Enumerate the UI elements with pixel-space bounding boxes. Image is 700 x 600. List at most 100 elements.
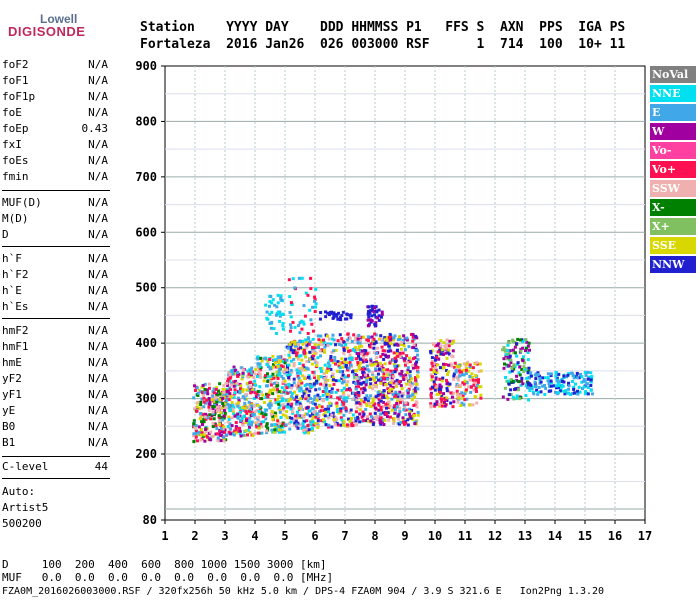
echo-point — [373, 411, 377, 415]
echo-point — [266, 375, 270, 379]
echo-point — [376, 390, 380, 394]
echo-point — [504, 375, 508, 379]
param-value: N/A — [88, 58, 108, 71]
echo-point — [540, 376, 544, 380]
echo-point — [241, 375, 245, 379]
echo-point — [387, 389, 391, 393]
echo-point — [434, 368, 438, 372]
echo-point — [361, 381, 365, 385]
echo-point — [415, 353, 419, 357]
echo-point — [227, 370, 231, 374]
echo-point — [381, 352, 385, 356]
echo-point — [326, 342, 330, 346]
echo-point — [313, 343, 317, 347]
echo-point — [435, 392, 439, 396]
echo-point — [502, 357, 506, 361]
echo-point — [346, 374, 350, 378]
echo-point — [322, 383, 326, 387]
echo-point — [479, 385, 483, 389]
echo-point — [506, 355, 510, 359]
echo-point — [315, 396, 319, 400]
echo-point — [228, 386, 232, 390]
echo-point — [226, 377, 230, 381]
echo-point — [390, 408, 394, 412]
echo-point — [295, 410, 299, 414]
echo-point — [462, 368, 466, 372]
echo-point — [300, 414, 304, 418]
echo-point — [329, 357, 333, 361]
echo-point — [371, 399, 375, 403]
echo-point — [297, 367, 301, 371]
echo-point — [232, 384, 236, 388]
echo-point — [329, 310, 333, 314]
echo-point — [204, 427, 208, 431]
echo-point — [269, 412, 273, 416]
param-row-clevel: C-level 44 — [2, 460, 108, 476]
echo-point — [415, 405, 419, 409]
echo-point — [468, 403, 472, 407]
echo-point — [355, 392, 359, 396]
echo-point — [330, 387, 334, 391]
echo-point — [229, 427, 233, 431]
echo-point — [301, 422, 305, 426]
echo-point — [392, 362, 396, 366]
echo-point — [288, 342, 292, 346]
echo-point — [544, 386, 548, 390]
echo-point — [464, 388, 468, 392]
echo-point — [221, 430, 225, 434]
echo-point — [402, 339, 406, 343]
x-tick-label: 8 — [371, 529, 378, 543]
echo-point — [302, 365, 306, 369]
echo-point — [398, 372, 402, 376]
echo-point — [194, 432, 198, 436]
echo-point — [568, 392, 572, 396]
echo-point — [247, 422, 251, 426]
echo-point — [237, 414, 241, 418]
echo-point — [313, 309, 317, 313]
param-name: yF1 — [2, 388, 22, 401]
echo-point — [295, 344, 299, 348]
echo-point — [277, 394, 281, 398]
echo-point — [445, 368, 449, 372]
echo-point — [238, 387, 242, 391]
echo-point — [219, 426, 223, 430]
echo-point — [194, 426, 198, 430]
echo-point — [216, 438, 220, 442]
echo-point — [364, 349, 368, 353]
echo-point — [303, 377, 307, 381]
echo-point — [310, 426, 314, 430]
echo-point — [373, 402, 377, 406]
echo-point — [295, 400, 299, 404]
echo-point — [292, 364, 296, 368]
param-name: foF1p — [2, 90, 36, 103]
echo-point — [315, 412, 319, 416]
echo-point — [397, 403, 401, 407]
echo-point — [322, 340, 326, 344]
param-name: MUF(D) — [2, 196, 42, 209]
echo-point — [358, 361, 362, 365]
echo-point — [536, 390, 540, 394]
echo-point — [374, 367, 378, 371]
echo-point — [398, 397, 402, 401]
echo-point — [354, 387, 358, 391]
echo-point — [407, 407, 411, 411]
echo-point — [408, 374, 412, 378]
echo-point — [271, 298, 275, 302]
echo-point — [239, 406, 243, 410]
echo-point — [196, 405, 200, 409]
echo-point — [564, 389, 568, 393]
echo-point — [247, 420, 251, 424]
echo-point — [380, 420, 384, 424]
echo-point — [472, 380, 476, 384]
echo-point — [309, 318, 313, 322]
echo-point — [330, 358, 334, 362]
echo-point — [355, 369, 359, 373]
echo-point — [360, 367, 364, 371]
param-name: foEp — [2, 122, 29, 135]
echo-point — [396, 392, 400, 396]
echo-point — [277, 425, 281, 429]
echo-point — [397, 417, 401, 421]
echo-point — [432, 361, 436, 365]
echo-point — [222, 395, 226, 399]
echo-point — [286, 402, 290, 406]
